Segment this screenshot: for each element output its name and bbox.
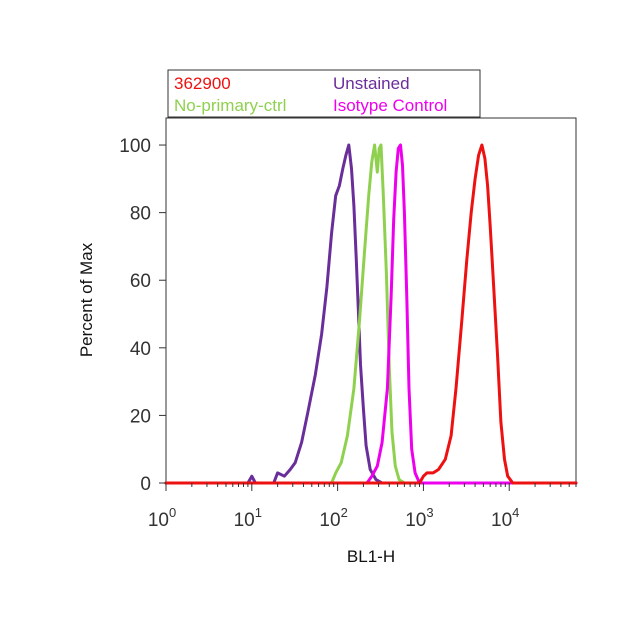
legend: 362900 Unstained No-primary-ctrl Isotype Co… [167, 69, 481, 118]
y-tick-label: 20 [130, 406, 151, 427]
legend-entry: 362900 [174, 74, 231, 93]
x-tick-label: 103 [405, 505, 433, 531]
series-line-1 [164, 143, 578, 485]
x-axis: 100 101 102 103 104 [148, 483, 577, 531]
y-axis: 0 20 40 60 80 100 [119, 136, 166, 495]
series-line-0 [164, 143, 578, 485]
legend-entry: No-primary-ctrl [174, 96, 286, 115]
series-lines [164, 143, 578, 485]
series-line-3 [164, 143, 578, 485]
y-tick-label: 40 [130, 339, 151, 360]
legend-entry: Isotype Control [333, 96, 447, 115]
x-tick-label: 101 [234, 505, 262, 531]
series-line-2 [164, 143, 578, 485]
x-tick-label: 102 [319, 505, 347, 531]
y-tick-label: 80 [130, 204, 151, 225]
legend-entry: Unstained [333, 74, 410, 93]
x-axis-title: BL1-H [347, 547, 395, 566]
y-axis-title: Percent of Max [77, 242, 96, 357]
y-tick-label: 100 [119, 136, 151, 157]
y-tick-label: 60 [130, 271, 151, 292]
legend-box [167, 69, 481, 118]
x-tick-label: 104 [491, 505, 519, 531]
y-tick-label: 0 [140, 474, 151, 495]
x-tick-label: 100 [148, 505, 176, 531]
